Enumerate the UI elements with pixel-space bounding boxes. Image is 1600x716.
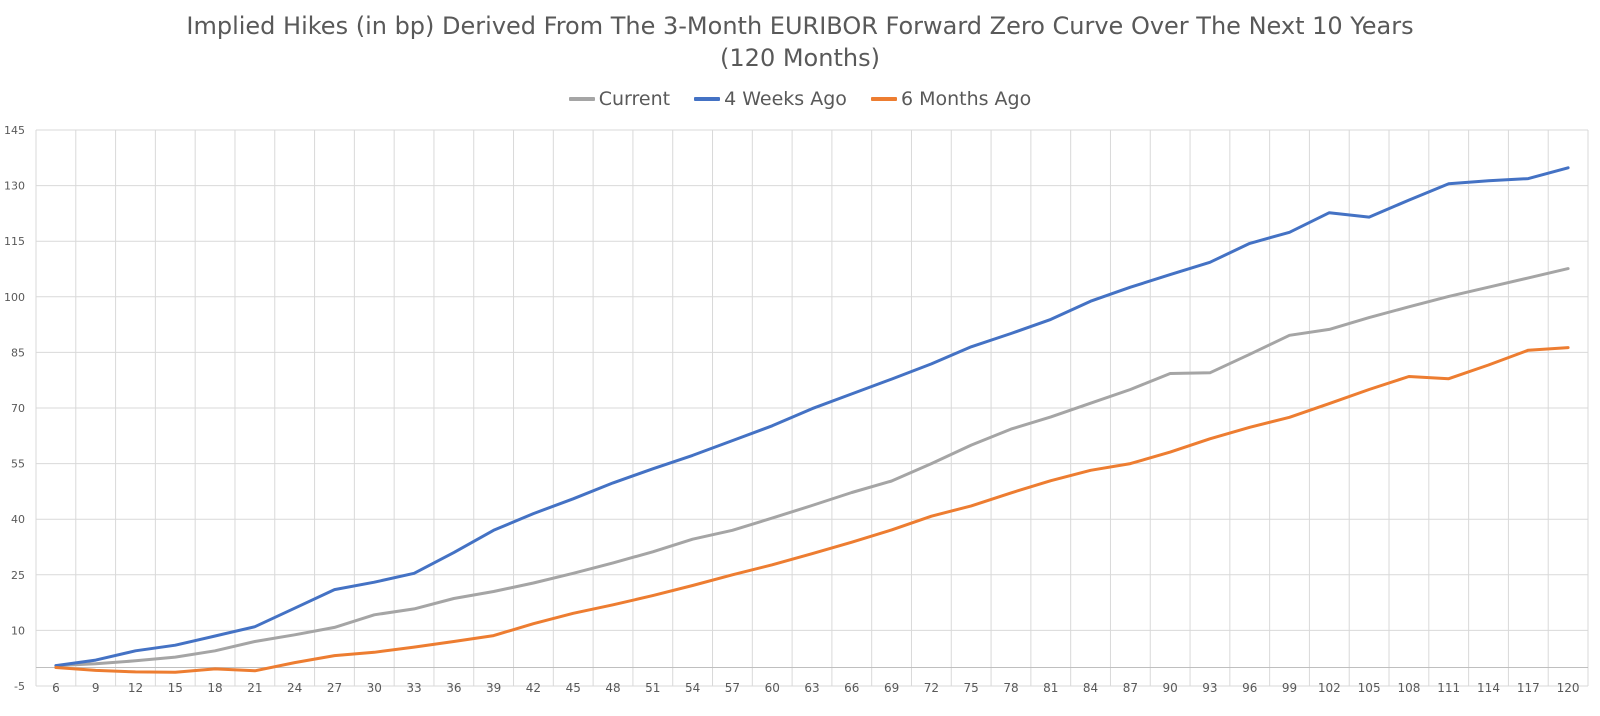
y-tick-label: 10	[11, 624, 25, 637]
x-tick-label: 96	[1242, 681, 1257, 695]
x-tick-label: 45	[566, 681, 581, 695]
x-tick-label: 99	[1282, 681, 1297, 695]
x-tick-label: 87	[1123, 681, 1138, 695]
y-tick-label: 25	[11, 569, 25, 582]
x-tick-label: 63	[804, 681, 819, 695]
series-line-current	[54, 267, 1570, 668]
x-tick-label: 117	[1517, 681, 1540, 695]
x-tick-label: 18	[207, 681, 222, 695]
x-tick-label: 9	[92, 681, 100, 695]
y-tick-label: 115	[4, 235, 25, 248]
x-tick-label: 93	[1202, 681, 1217, 695]
x-tick-label: 114	[1477, 681, 1500, 695]
legend-swatch	[568, 97, 595, 101]
x-tick-label: 30	[367, 681, 382, 695]
y-tick-label: 70	[11, 402, 25, 415]
x-tick-label: 60	[765, 681, 780, 695]
y-tick-label: 40	[11, 513, 25, 526]
x-tick-label: 54	[685, 681, 700, 695]
legend-item-current: Current	[568, 88, 671, 110]
chart-legend: Current 4 Weeks Ago 6 Months Ago	[0, 86, 1600, 112]
x-tick-label: 78	[1003, 681, 1018, 695]
legend-item-6-months-ago: 6 Months Ago	[870, 88, 1032, 110]
y-tick-label: 145	[4, 124, 25, 137]
x-tick-label: 51	[645, 681, 660, 695]
legend-label: 6 Months Ago	[900, 88, 1032, 110]
series-line-6-months-ago	[54, 346, 1570, 674]
x-tick-label: 75	[964, 681, 979, 695]
x-tick-label: 15	[168, 681, 183, 695]
x-tick-label: 57	[725, 681, 740, 695]
x-tick-label: 105	[1358, 681, 1381, 695]
x-tick-label: 6	[52, 681, 60, 695]
x-tick-label: 12	[128, 681, 143, 695]
x-tick-label: 36	[446, 681, 461, 695]
chart-title: Implied Hikes (in bp) Derived From The 3…	[186, 12, 1414, 72]
y-tick-label: -5	[14, 680, 25, 693]
x-tick-label: 90	[1163, 681, 1178, 695]
x-tick-label: 42	[526, 681, 541, 695]
x-tick-label: 72	[924, 681, 939, 695]
y-tick-label: 130	[4, 180, 25, 193]
x-tick-label: 48	[605, 681, 620, 695]
legend-label: Current	[598, 88, 671, 110]
x-tick-label: 27	[327, 681, 342, 695]
x-tick-label: 39	[486, 681, 501, 695]
x-tick-label: 81	[1043, 681, 1058, 695]
x-tick-label: 108	[1397, 681, 1420, 695]
x-tick-label: 21	[247, 681, 262, 695]
y-tick-label: 85	[11, 346, 25, 359]
x-tick-label: 84	[1083, 681, 1098, 695]
legend-swatch	[694, 97, 721, 101]
x-tick-label: 24	[287, 681, 302, 695]
x-tick-label: 102	[1318, 681, 1341, 695]
x-tick-label: 33	[406, 681, 421, 695]
legend-item-4-weeks-ago: 4 Weeks Ago	[694, 88, 847, 110]
legend-label: 4 Weeks Ago	[724, 88, 847, 110]
y-tick-label: 55	[11, 458, 25, 471]
y-tick-label: 100	[4, 291, 25, 304]
series-line-4-weeks-ago	[54, 166, 1570, 668]
x-tick-label: 120	[1557, 681, 1580, 695]
x-tick-label: 111	[1437, 681, 1460, 695]
x-tick-label: 66	[844, 681, 859, 695]
x-tick-label: 69	[884, 681, 899, 695]
legend-swatch	[870, 97, 897, 101]
